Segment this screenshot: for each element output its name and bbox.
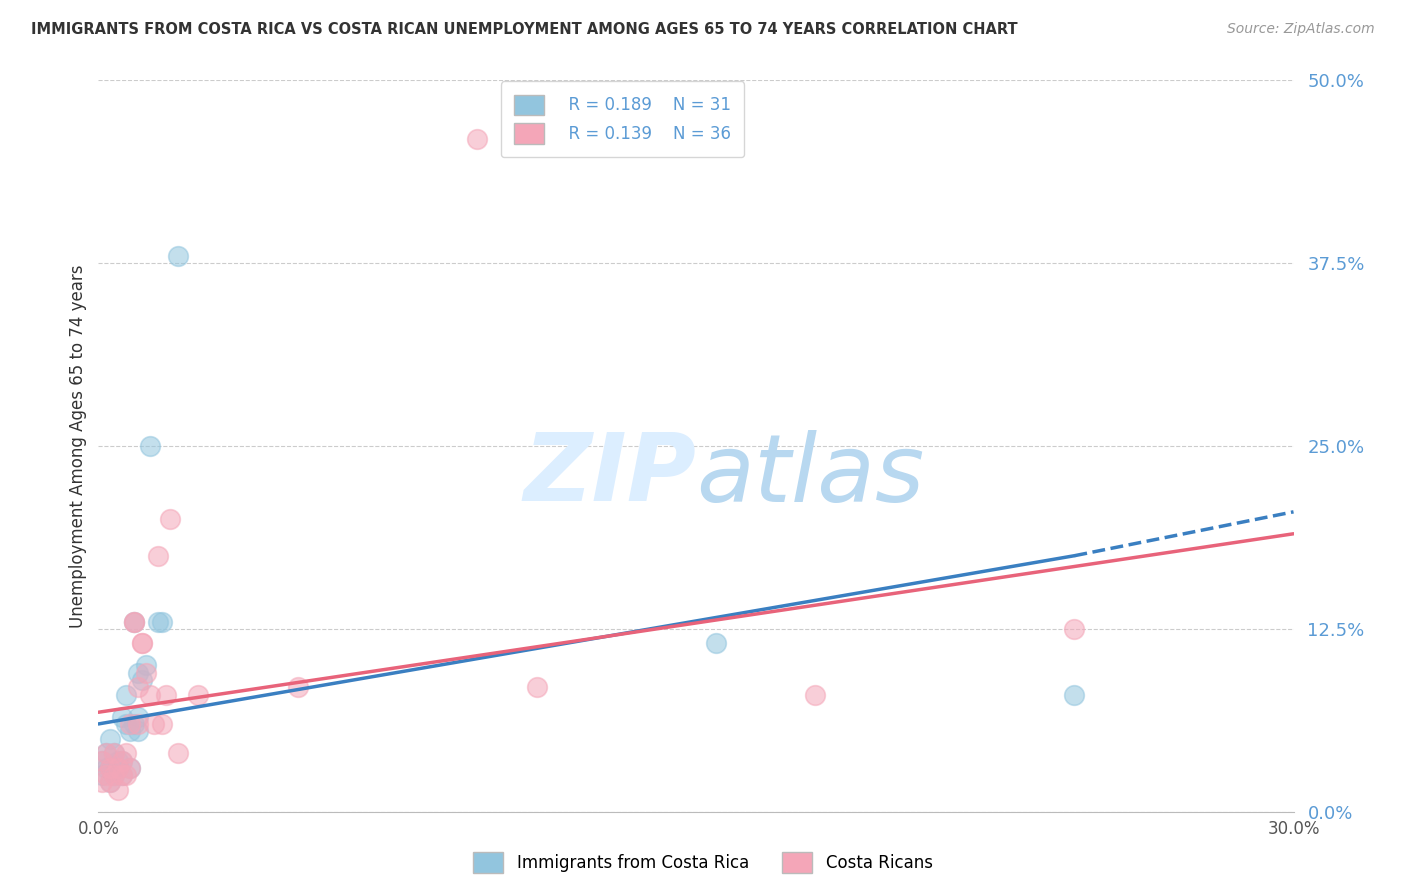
Point <box>124 717 146 731</box>
Point <box>120 761 142 775</box>
Point <box>91 768 114 782</box>
Point <box>98 731 122 746</box>
Point <box>96 746 118 760</box>
Point <box>804 688 827 702</box>
Point <box>143 717 166 731</box>
Point <box>127 717 149 731</box>
Point <box>111 754 134 768</box>
Point <box>115 688 138 702</box>
Point <box>704 636 727 650</box>
Point <box>135 658 157 673</box>
Legend: Immigrants from Costa Rica, Costa Ricans: Immigrants from Costa Rica, Costa Ricans <box>467 846 939 880</box>
Point <box>115 768 138 782</box>
Point <box>98 775 122 789</box>
Legend:   R = 0.189    N = 31,   R = 0.139    N = 36: R = 0.189 N = 31, R = 0.139 N = 36 <box>501 81 744 157</box>
Point <box>120 717 142 731</box>
Point <box>111 768 134 782</box>
Point <box>115 746 138 760</box>
Point <box>96 746 118 760</box>
Point <box>98 761 122 775</box>
Point <box>131 636 153 650</box>
Point <box>150 717 173 731</box>
Point <box>103 746 125 760</box>
Point <box>91 754 114 768</box>
Text: ZIP: ZIP <box>523 429 696 521</box>
Point <box>135 665 157 680</box>
Point <box>131 636 153 650</box>
Point <box>159 512 181 526</box>
Point <box>287 681 309 695</box>
Point <box>139 688 162 702</box>
Point <box>91 754 114 768</box>
Point <box>96 761 118 775</box>
Point <box>91 775 114 789</box>
Point <box>120 761 142 775</box>
Point <box>139 439 162 453</box>
Point <box>111 754 134 768</box>
Point <box>187 688 209 702</box>
Point <box>465 132 488 146</box>
Text: IMMIGRANTS FROM COSTA RICA VS COSTA RICAN UNEMPLOYMENT AMONG AGES 65 TO 74 YEARS: IMMIGRANTS FROM COSTA RICA VS COSTA RICA… <box>31 22 1018 37</box>
Point <box>111 768 134 782</box>
Point <box>124 615 146 629</box>
Point <box>167 249 190 263</box>
Point <box>167 746 190 760</box>
Point <box>103 746 125 760</box>
Point <box>127 665 149 680</box>
Point <box>127 724 149 739</box>
Point <box>526 681 548 695</box>
Text: atlas: atlas <box>696 430 924 521</box>
Point <box>127 681 149 695</box>
Point <box>115 717 138 731</box>
Point <box>103 768 125 782</box>
Point <box>120 724 142 739</box>
Point <box>103 768 125 782</box>
Point <box>148 549 170 563</box>
Point <box>1063 622 1085 636</box>
Point <box>98 775 122 789</box>
Point <box>127 709 149 723</box>
Point <box>107 754 129 768</box>
Y-axis label: Unemployment Among Ages 65 to 74 years: Unemployment Among Ages 65 to 74 years <box>69 264 87 628</box>
Point <box>107 782 129 797</box>
Point <box>111 709 134 723</box>
Point <box>96 768 118 782</box>
Point <box>155 688 177 702</box>
Point <box>131 673 153 687</box>
Point <box>107 761 129 775</box>
Point <box>107 761 129 775</box>
Point <box>1063 688 1085 702</box>
Point <box>98 761 122 775</box>
Text: Source: ZipAtlas.com: Source: ZipAtlas.com <box>1227 22 1375 37</box>
Point <box>150 615 173 629</box>
Point <box>124 615 146 629</box>
Point <box>124 615 146 629</box>
Point <box>148 615 170 629</box>
